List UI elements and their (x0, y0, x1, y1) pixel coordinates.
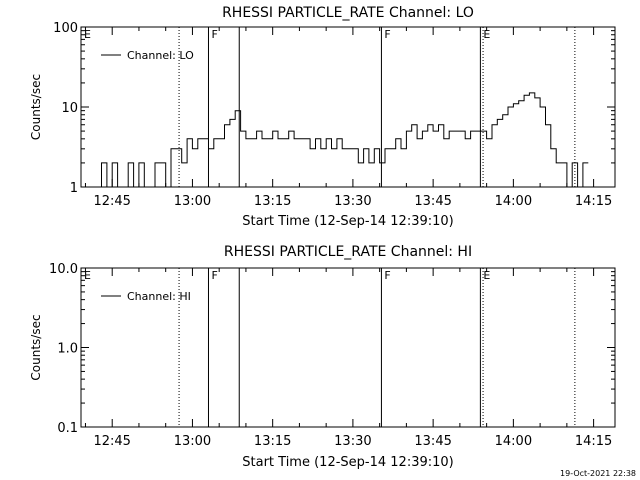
lo-channel-panel: RHESSI PARTICLE_RATE Channel: LO 12:45 13:… (29, 5, 616, 229)
footer-timestamp: 19-Oct-2021 22:38 (560, 469, 636, 478)
x-tick-label: 14:00 (495, 194, 532, 209)
x-tick-label: 13:45 (414, 194, 451, 209)
x-tick-label: 13:30 (334, 434, 371, 449)
x-tick-label: 13:00 (174, 194, 211, 209)
x-tick-label: 13:15 (254, 434, 291, 449)
annotation-label: E (483, 269, 490, 282)
x-tick-label: 13:15 (254, 194, 291, 209)
legend-label: Channel: HI (127, 290, 191, 303)
annotation-label: E (84, 28, 91, 41)
legend-label: Channel: LO (127, 49, 194, 62)
annotation-label: F (384, 269, 390, 282)
chart-title: RHESSI PARTICLE_RATE Channel: LO (222, 5, 474, 21)
x-tick-label: 14:15 (575, 194, 612, 209)
annotation-label: F (211, 28, 217, 41)
annotation-label: F (211, 269, 217, 282)
y-tick-label: 1 (70, 181, 78, 196)
x-axis-label: Start Time (12-Sep-14 12:39:10) (242, 455, 453, 470)
x-tick-label: 13:45 (414, 434, 451, 449)
x-tick-label: 12:45 (93, 434, 130, 449)
y-tick-label: 1.0 (57, 342, 78, 357)
x-tick-label: 14:15 (575, 434, 612, 449)
annotation-label: F (384, 28, 390, 41)
x-axis-label: Start Time (12-Sep-14 12:39:10) (242, 214, 453, 229)
x-tick-label: 13:00 (174, 434, 211, 449)
y-tick-label: 100 (53, 21, 78, 36)
annotation-label: E (483, 28, 490, 41)
y-tick-label: 10.0 (49, 262, 78, 277)
y-axis-label: Counts/sec (29, 74, 43, 140)
x-tick-label: 14:00 (495, 434, 532, 449)
hi-channel-panel: RHESSI PARTICLE_RATE Channel: HI 12:45 13:… (29, 244, 616, 470)
series-line (96, 92, 589, 188)
y-tick-label: 10 (61, 101, 78, 116)
x-tick-label: 12:45 (93, 194, 130, 209)
chart-title: RHESSI PARTICLE_RATE Channel: HI (224, 244, 472, 260)
annotation-label: E (84, 269, 91, 282)
y-tick-label: 0.1 (57, 421, 78, 436)
x-tick-label: 13:30 (334, 194, 371, 209)
y-axis-label: Counts/sec (29, 314, 43, 380)
